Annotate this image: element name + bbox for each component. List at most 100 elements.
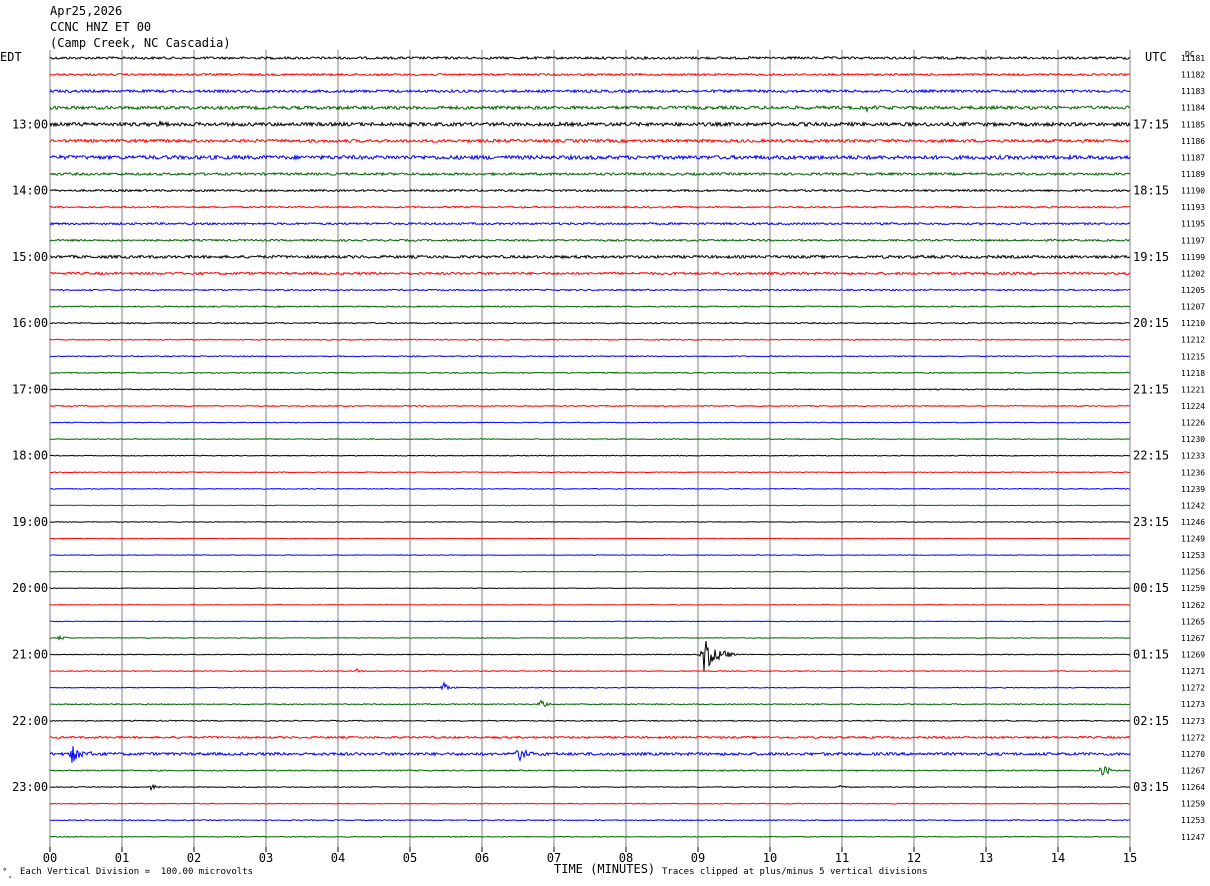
footer-mark: ˚¸ [2, 869, 13, 879]
left-time-label: 13:00 [12, 117, 48, 131]
dc-offset-label: 11189 [1181, 170, 1205, 179]
x-tick-label: 02 [187, 851, 201, 865]
dc-offset-label: 11253 [1181, 816, 1205, 825]
right-time-label: 03:15 [1133, 780, 1169, 794]
dc-offset-label: 11267 [1181, 634, 1205, 643]
dc-offset-label: 11193 [1181, 203, 1205, 212]
dc-offset-label: 11273 [1181, 717, 1205, 726]
trace-line [49, 438, 1131, 441]
trace-line [49, 835, 1131, 838]
trace-line [49, 668, 1131, 673]
trace-line [50, 487, 1131, 490]
chart-station: CCNC HNZ ET 00 [50, 20, 152, 34]
dc-offset-label: 11210 [1181, 319, 1205, 328]
x-tick-label: 01 [115, 851, 129, 865]
dc-offset-label: 11187 [1181, 153, 1205, 162]
left-time-label: 19:00 [12, 515, 48, 529]
trace-line [49, 570, 1131, 573]
trace-line [49, 454, 1131, 457]
left-time-label: 20:00 [12, 581, 48, 595]
dc-offset-label: 11264 [1181, 783, 1205, 792]
right-time-label: 01:15 [1133, 648, 1169, 662]
dc-offset-label: 11190 [1181, 187, 1205, 196]
trace-line [49, 153, 1131, 161]
trace-line [49, 72, 1131, 77]
dc-offset-label: 11272 [1181, 733, 1205, 742]
trace-line [49, 735, 1131, 740]
dc-offset-label: 11259 [1181, 800, 1205, 809]
chart-location: (Camp Creek, NC Cascadia) [50, 36, 231, 50]
trace-line [49, 388, 1131, 391]
right-time-label: 00:15 [1133, 581, 1169, 595]
left-axis-title: EDT [0, 50, 22, 64]
dc-offset-label: 11212 [1181, 336, 1205, 345]
dc-offset-label: 11233 [1181, 452, 1205, 461]
dc-offset-label: 11182 [1181, 71, 1205, 80]
dc-offset-label: 11242 [1181, 501, 1205, 510]
left-time-label: 16:00 [12, 316, 48, 330]
trace-line [49, 746, 1131, 763]
trace-line [49, 321, 1131, 325]
x-tick-label: 14 [1051, 851, 1065, 865]
right-time-label: 22:15 [1133, 449, 1169, 463]
right-time-label: 02:15 [1133, 714, 1169, 728]
dc-offset-label: 11218 [1181, 369, 1205, 378]
dc-offset-label: 11256 [1181, 568, 1205, 577]
dc-offset-label: 11246 [1181, 518, 1205, 527]
trace-line [49, 421, 1131, 424]
dc-offset-label: 11195 [1181, 220, 1205, 229]
x-tick-label: 09 [691, 851, 705, 865]
dc-offset-label: 11270 [1181, 750, 1205, 759]
left-time-label: 18:00 [12, 449, 48, 463]
scale-note: Each Vertical Division = 100.00 microvol… [20, 867, 253, 877]
dc-offset-label: 11236 [1181, 468, 1205, 477]
right-time-label: 17:15 [1133, 117, 1169, 131]
dc-offset-label: 11181 [1181, 54, 1205, 63]
dc-offset-label: 11224 [1181, 402, 1205, 411]
right-time-label: 18:15 [1133, 184, 1169, 198]
x-tick-label: 15 [1123, 851, 1137, 865]
right-time-label: 23:15 [1133, 515, 1169, 529]
trace-line [49, 521, 1131, 523]
left-time-label: 15:00 [12, 250, 48, 264]
dc-offset-label: 11221 [1181, 385, 1205, 394]
dc-offset-label: 11197 [1181, 236, 1205, 245]
right-time-label: 20:15 [1133, 316, 1169, 330]
trace-line [49, 238, 1131, 243]
trace-line [50, 634, 1131, 641]
chart-date: Apr25,2026 [50, 4, 123, 18]
dc-offset-label: 11269 [1181, 651, 1205, 660]
trace-line [49, 587, 1131, 590]
clip-note: Traces clipped at plus/minus 5 vertical … [662, 867, 928, 877]
x-tick-label: 00 [43, 851, 57, 865]
trace-line [49, 471, 1131, 474]
left-time-label: 22:00 [12, 714, 48, 728]
x-tick-label: 03 [259, 851, 273, 865]
trace-line [49, 305, 1131, 308]
trace-line [49, 371, 1131, 375]
dc-offset-label: 11183 [1181, 87, 1205, 96]
trace-line [49, 355, 1131, 358]
right-time-label: 21:15 [1133, 382, 1169, 396]
dc-offset-label: 11186 [1181, 137, 1205, 146]
dc-offset-label: 11239 [1181, 485, 1205, 494]
dc-offset-label: 11259 [1181, 584, 1205, 593]
trace-line [49, 404, 1130, 408]
dc-offset-label: 11207 [1181, 303, 1205, 312]
trace-line [49, 138, 1131, 144]
trace-line [49, 554, 1131, 556]
dc-offset-label: 11271 [1181, 667, 1205, 676]
dc-offset-label: 11267 [1181, 767, 1205, 776]
trace-line [49, 699, 1130, 708]
dc-offset-label: 11226 [1181, 419, 1205, 428]
dc-offset-label: 11199 [1181, 253, 1205, 262]
dc-offset-label: 11184 [1181, 104, 1205, 113]
trace-line [49, 537, 1131, 540]
trace-line [49, 104, 1131, 114]
dc-offset-label: 11265 [1181, 617, 1205, 626]
x-tick-label: 11 [835, 851, 849, 865]
right-time-label: 19:15 [1133, 250, 1169, 264]
dc-offset-label: 11249 [1181, 535, 1205, 544]
trace-line [49, 171, 1130, 177]
